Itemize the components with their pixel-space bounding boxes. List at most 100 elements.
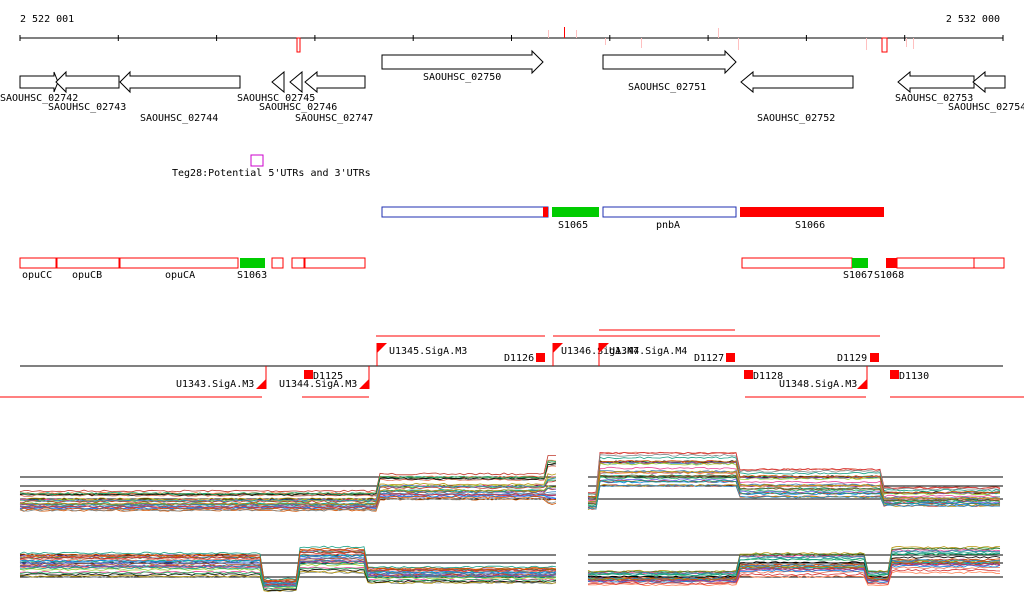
segment-s1066[interactable]: S1066 bbox=[740, 207, 884, 231]
expression-line bbox=[19, 477, 557, 502]
gene-saouhsc-02751[interactable]: SAOUHSC_02751 bbox=[602, 49, 737, 93]
downshift-d1128[interactable]: D1128 bbox=[744, 370, 783, 382]
expression-line bbox=[587, 555, 1001, 578]
expression-line bbox=[587, 563, 1001, 583]
ruler-mark bbox=[605, 38, 606, 45]
segment-blue-left[interactable] bbox=[381, 206, 549, 218]
utr-track-label: Teg28:Potential 5'UTRs and 3'UTRs bbox=[172, 168, 371, 179]
operon-opucb[interactable]: opuCB bbox=[56, 257, 120, 281]
expression-panel-lower-right bbox=[587, 546, 1003, 587]
expression-line bbox=[587, 453, 1001, 495]
transcription-unit-track: U1343.SigA.M3 U1344.SigA.M3 U1345.SigA.M… bbox=[0, 329, 1024, 398]
utr-feature[interactable] bbox=[250, 154, 264, 167]
expression-line bbox=[19, 497, 557, 512]
downshift-d1126[interactable]: D1126 bbox=[504, 353, 545, 364]
ruler-mark bbox=[738, 38, 739, 50]
svg-text:SAOUHSC_02744: SAOUHSC_02744 bbox=[140, 113, 218, 124]
expression-lines bbox=[587, 451, 1001, 510]
segment-track: S1065 pnbA S1066 bbox=[381, 206, 884, 231]
svg-text:S1066: S1066 bbox=[795, 220, 825, 231]
gene-saouhsc-02753[interactable]: SAOUHSC_02753 bbox=[895, 70, 975, 104]
gene-saouhsc-02754[interactable]: SAOUHSC_02754 bbox=[948, 70, 1024, 113]
downshift-d1129[interactable]: D1129 bbox=[837, 353, 879, 364]
tu-u1348[interactable]: U1348.SigA.M3 bbox=[779, 366, 868, 390]
gene-saouhsc-02752[interactable]: SAOUHSC_02752 bbox=[740, 70, 854, 124]
expression-panels bbox=[19, 451, 1003, 593]
operon-s1063[interactable]: S1063 bbox=[237, 258, 267, 281]
expression-line bbox=[19, 545, 557, 581]
gene-saouhsc-02745[interactable]: SAOUHSC_02745 bbox=[237, 70, 315, 104]
svg-text:U1345.SigA.M3: U1345.SigA.M3 bbox=[389, 346, 467, 357]
svg-text:U1344.SigA.M3: U1344.SigA.M3 bbox=[279, 379, 357, 390]
ruler-mark bbox=[564, 27, 565, 38]
expression-line bbox=[587, 549, 1001, 575]
svg-text:opuCB: opuCB bbox=[72, 270, 102, 281]
svg-text:SAOUHSC_02751: SAOUHSC_02751 bbox=[628, 82, 706, 93]
expression-line bbox=[587, 479, 1001, 508]
expression-line bbox=[587, 568, 1001, 585]
ruler-mark bbox=[576, 30, 577, 38]
segment-pnba[interactable]: pnbA bbox=[602, 206, 737, 231]
svg-text:S1065: S1065 bbox=[558, 220, 588, 231]
svg-text:SAOUHSC_02742: SAOUHSC_02742 bbox=[0, 93, 78, 104]
svg-text:U1348.SigA.M3: U1348.SigA.M3 bbox=[779, 379, 857, 390]
operon-feature[interactable] bbox=[304, 257, 366, 269]
expression-line bbox=[588, 484, 1001, 510]
tu-u1344[interactable]: U1344.SigA.M3 bbox=[279, 366, 370, 390]
operon-feature[interactable] bbox=[741, 257, 853, 269]
downshift-d1127[interactable]: D1127 bbox=[694, 353, 735, 364]
svg-text:opuCC: opuCC bbox=[22, 270, 52, 281]
expression-line bbox=[587, 451, 1001, 494]
expression-line bbox=[19, 462, 557, 497]
expression-line bbox=[587, 460, 1001, 498]
gene-saouhsc-02750[interactable]: SAOUHSC_02750 bbox=[381, 49, 544, 83]
operon-s1067[interactable]: S1067 bbox=[843, 258, 873, 281]
segment-s1065[interactable]: S1065 bbox=[552, 207, 599, 231]
svg-text:S1063: S1063 bbox=[237, 270, 267, 281]
expression-lines bbox=[19, 545, 557, 593]
svg-text:SAOUHSC_02752: SAOUHSC_02752 bbox=[757, 113, 835, 124]
gene-saouhsc-02743[interactable]: SAOUHSC_02743 bbox=[48, 70, 126, 113]
svg-text:SAOUHSC_02743: SAOUHSC_02743 bbox=[48, 102, 126, 113]
svg-text:SAOUHSC_02746: SAOUHSC_02746 bbox=[259, 102, 337, 113]
expression-line bbox=[19, 563, 557, 589]
expression-line bbox=[19, 554, 557, 585]
expression-lines bbox=[587, 546, 1001, 587]
operon-s1068[interactable]: S1068 bbox=[874, 257, 975, 281]
ruler-end-label: 2 532 000 bbox=[946, 14, 1000, 25]
svg-text:SAOUHSC_02754: SAOUHSC_02754 bbox=[948, 102, 1024, 113]
tu-u1343[interactable]: U1343.SigA.M3 bbox=[176, 366, 267, 390]
gene-saouhsc-02746[interactable]: SAOUHSC_02746 bbox=[259, 70, 337, 113]
svg-text:U1343.SigA.M3: U1343.SigA.M3 bbox=[176, 379, 254, 390]
gene-saouhsc-02747[interactable]: SAOUHSC_02747 bbox=[295, 70, 373, 124]
ruler-start-label: 2 522 001 bbox=[20, 14, 74, 25]
expression-line bbox=[587, 560, 1001, 581]
expression-line bbox=[587, 559, 1001, 580]
svg-text:D1129: D1129 bbox=[837, 353, 867, 364]
svg-text:D1126: D1126 bbox=[504, 353, 534, 364]
expression-line bbox=[587, 563, 1001, 582]
ruler-mark bbox=[548, 30, 549, 38]
operon-feature[interactable] bbox=[291, 257, 305, 269]
operon-feature[interactable] bbox=[271, 257, 284, 269]
expression-lines bbox=[19, 455, 557, 512]
downshift-d1130[interactable]: D1130 bbox=[890, 370, 929, 382]
operon-feature[interactable] bbox=[973, 257, 1005, 269]
gene-saouhsc-02744[interactable]: SAOUHSC_02744 bbox=[119, 70, 241, 124]
expression-line bbox=[587, 564, 1001, 583]
tu-u1345[interactable]: U1345.SigA.M3 bbox=[376, 343, 467, 366]
svg-text:U1347.SigA.M4: U1347.SigA.M4 bbox=[609, 346, 687, 357]
ruler-mark bbox=[906, 38, 907, 47]
downshift-d1125[interactable]: D1125 bbox=[304, 370, 343, 382]
expression-line bbox=[587, 456, 1001, 496]
expression-line bbox=[587, 547, 1001, 574]
gene-saouhsc-02742[interactable]: SAOUHSC_02742 bbox=[0, 71, 78, 104]
expression-line bbox=[587, 552, 1001, 576]
operon-opucc[interactable]: opuCC bbox=[19, 257, 57, 281]
expression-line bbox=[19, 480, 557, 504]
tu-u1347[interactable]: U1347.SigA.M4 bbox=[598, 343, 687, 366]
ruler-mark bbox=[881, 37, 888, 53]
operon-opuca[interactable]: opuCA bbox=[119, 257, 239, 281]
